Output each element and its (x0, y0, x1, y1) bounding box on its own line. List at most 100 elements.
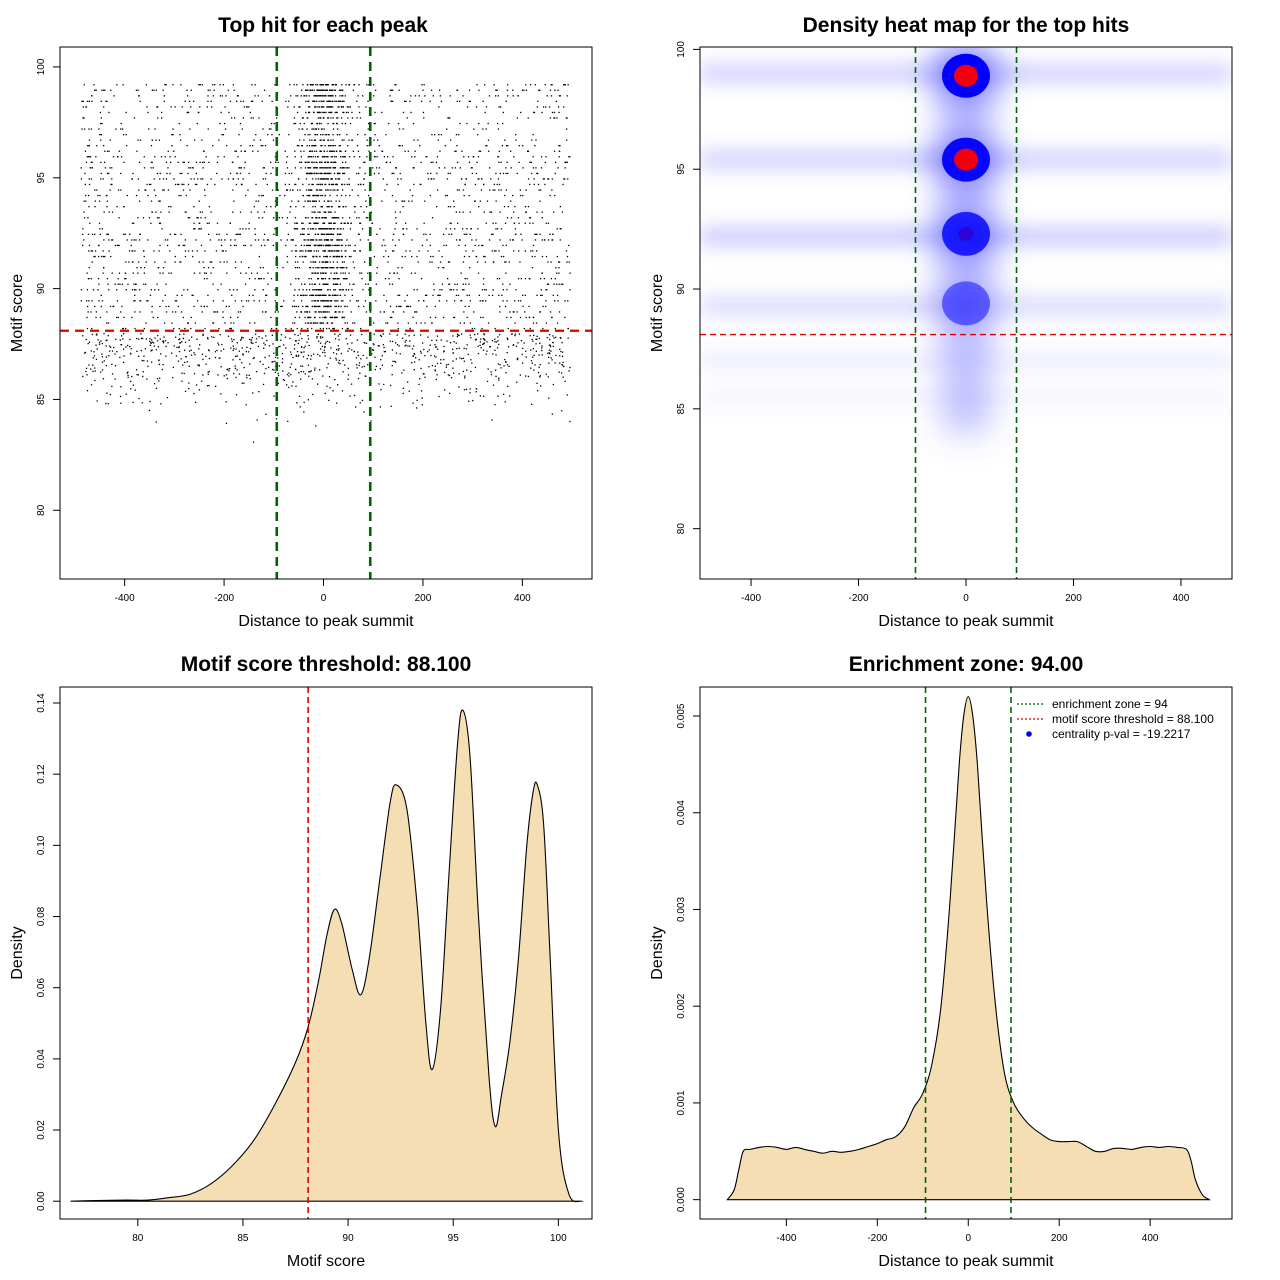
scatter-point (86, 289, 88, 291)
scatter-point (325, 316, 327, 319)
scatter-point (323, 167, 325, 169)
scatter-point (430, 172, 432, 175)
scatter-point (137, 139, 139, 141)
scatter-point (409, 327, 411, 330)
scatter-point (280, 305, 282, 308)
scatter-point (554, 300, 556, 302)
scatter-point (564, 300, 566, 302)
scatter-point (344, 255, 347, 258)
scatter-point (135, 289, 137, 291)
scatter-point (466, 294, 468, 296)
scatter-point (437, 139, 439, 141)
scatter-point (340, 300, 343, 302)
scatter-point (518, 161, 520, 163)
scatter-point (330, 111, 333, 114)
scatter-point (531, 362, 533, 364)
scatter-point (344, 222, 346, 224)
scatter-point (511, 333, 513, 335)
scatter-point (167, 342, 169, 344)
scatter-point (346, 134, 348, 136)
scatter-point (370, 420, 372, 422)
scatter-point (458, 244, 460, 247)
scatter-point (306, 189, 308, 191)
scatter-point (182, 244, 184, 247)
scatter-point (340, 305, 342, 308)
scatter-point (325, 239, 327, 241)
scatter-point (334, 244, 336, 247)
scatter-point (331, 89, 334, 91)
scatter-point (520, 278, 522, 280)
scatter-point (169, 233, 171, 235)
scatter-point (391, 283, 394, 285)
scatter-point (225, 95, 227, 97)
scatter-point (326, 367, 328, 369)
scatter-point (327, 250, 329, 252)
scatter-point (510, 167, 512, 169)
scatter-point (116, 351, 118, 353)
scatter-point (134, 294, 136, 296)
scatter-point (435, 346, 438, 348)
scatter-point (327, 117, 329, 119)
scatter-point (359, 156, 361, 158)
scatter-point (459, 239, 461, 241)
scatter-point (160, 353, 162, 355)
scatter-point (305, 305, 307, 308)
scatter-point (162, 342, 165, 344)
scatter-point (317, 233, 319, 235)
scatter-point (333, 183, 335, 186)
scatter-point (470, 370, 472, 373)
scatter-point (338, 255, 340, 258)
scatter-point (245, 272, 247, 274)
scatter-point (447, 278, 449, 280)
scatter-point (335, 353, 338, 355)
scatter-point (233, 200, 235, 202)
scatter-point (348, 289, 350, 291)
scatter-point (544, 161, 546, 163)
scatter-point (529, 222, 531, 224)
scatter-point (494, 327, 496, 330)
scatter-point (455, 358, 457, 360)
scatter-point (265, 172, 267, 175)
scatter-point (296, 267, 298, 269)
scatter-point (409, 345, 411, 347)
scatter-point (317, 117, 319, 119)
scatter-point (459, 100, 461, 102)
scatter-point (180, 194, 182, 197)
scatter-point (100, 172, 102, 175)
scatter-point (89, 156, 92, 158)
scatter-point (361, 333, 363, 336)
scatter-point (411, 194, 414, 197)
scatter-point (316, 255, 318, 258)
scatter-point (544, 183, 546, 186)
scatter-point (315, 200, 317, 202)
legend-entry-threshold: motif score threshold = 88.100 (1052, 712, 1214, 726)
scatter-point (419, 378, 421, 380)
scatter-point (326, 134, 328, 136)
scatter-point (326, 228, 328, 230)
scatter-point (272, 361, 274, 363)
scatter-point (382, 178, 384, 180)
scatter-point (294, 222, 296, 224)
scatter-point (318, 95, 320, 97)
scatter-point (330, 189, 332, 191)
scatter-point (527, 150, 530, 152)
scatter-point (398, 239, 400, 241)
scatter-point (483, 395, 485, 397)
scatter-point (317, 183, 320, 186)
scatter-point (191, 250, 194, 252)
scatter-point (504, 358, 506, 361)
scatter-point (320, 244, 322, 247)
scatter-point (333, 150, 335, 152)
scatter-point (353, 267, 355, 269)
scatter-point (276, 255, 278, 258)
scatter-point (175, 300, 178, 302)
scatter-point (464, 305, 466, 308)
scatter-point (109, 350, 111, 352)
scatter-point (548, 344, 551, 346)
scatter-point (475, 388, 477, 390)
scatter-point (291, 250, 293, 252)
scatter-point (321, 194, 323, 197)
scatter-point (321, 84, 323, 86)
scatter-point (401, 267, 403, 269)
scatter-point (348, 183, 350, 186)
